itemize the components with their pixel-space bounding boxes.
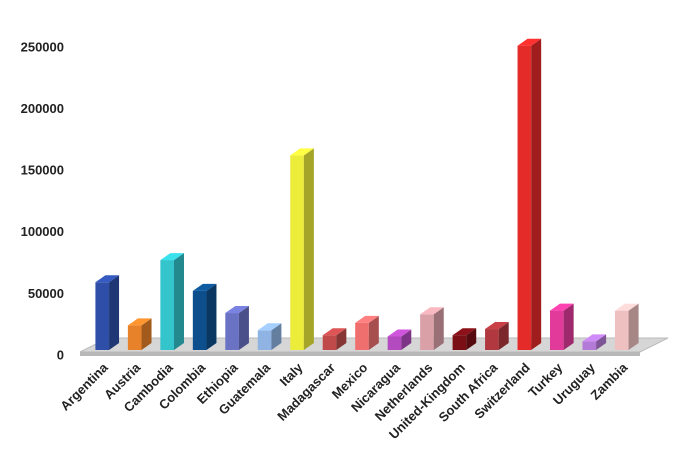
bar — [322, 335, 337, 350]
bar-side — [109, 275, 120, 350]
bar — [485, 329, 499, 350]
bar-top — [387, 329, 412, 337]
y-tick-label: 200000 — [21, 101, 64, 116]
bar-top — [95, 275, 120, 283]
bar-top — [485, 322, 509, 330]
bar-top — [517, 38, 542, 46]
bar — [160, 260, 174, 350]
bar-side — [401, 329, 412, 350]
bar-side — [628, 303, 639, 350]
bar — [517, 45, 532, 351]
bar-top — [322, 328, 347, 336]
bar-side — [206, 283, 217, 350]
bar — [355, 322, 369, 350]
bar-top — [290, 148, 314, 156]
bar-side — [271, 323, 282, 350]
y-tick-label: 250000 — [21, 39, 64, 54]
x-tick-label: Argentina — [57, 359, 111, 413]
bar-top — [614, 303, 639, 311]
bar-top — [160, 253, 184, 261]
bar-side — [498, 322, 509, 350]
bar-side — [141, 318, 152, 350]
bar — [225, 313, 239, 350]
bar-side — [466, 328, 477, 350]
bar-side — [563, 303, 574, 350]
y-tick-label: 150000 — [21, 163, 64, 178]
bar-side — [238, 306, 249, 350]
bar-top — [452, 328, 477, 336]
floor-edge — [80, 352, 640, 356]
bar — [387, 336, 402, 350]
bar-top — [127, 318, 152, 326]
bar — [127, 325, 142, 350]
bar — [257, 330, 272, 350]
bar — [582, 341, 597, 350]
bar — [290, 155, 304, 350]
bar-side — [596, 334, 607, 350]
bar-side — [303, 148, 314, 350]
x-tick-label: Zambia — [588, 359, 631, 402]
bar — [420, 314, 434, 350]
y-tick-label: 50000 — [28, 286, 64, 301]
bar-side — [531, 38, 542, 351]
bar-top — [550, 303, 574, 311]
bar-side — [173, 253, 184, 350]
bar — [452, 335, 467, 350]
bar — [614, 310, 629, 350]
bar — [550, 310, 564, 350]
y-tick-label: 0 — [57, 347, 64, 362]
bar-top — [192, 283, 217, 291]
bar — [95, 282, 110, 350]
bar-top — [225, 306, 249, 314]
bar-side — [368, 315, 379, 350]
bar-top — [420, 307, 444, 315]
bar-top — [582, 334, 607, 342]
bar-side — [433, 307, 444, 350]
bar-side — [336, 328, 347, 350]
bar-top — [257, 323, 282, 331]
bar-top — [355, 315, 379, 323]
bar — [192, 290, 207, 350]
y-tick-label: 100000 — [21, 224, 64, 239]
